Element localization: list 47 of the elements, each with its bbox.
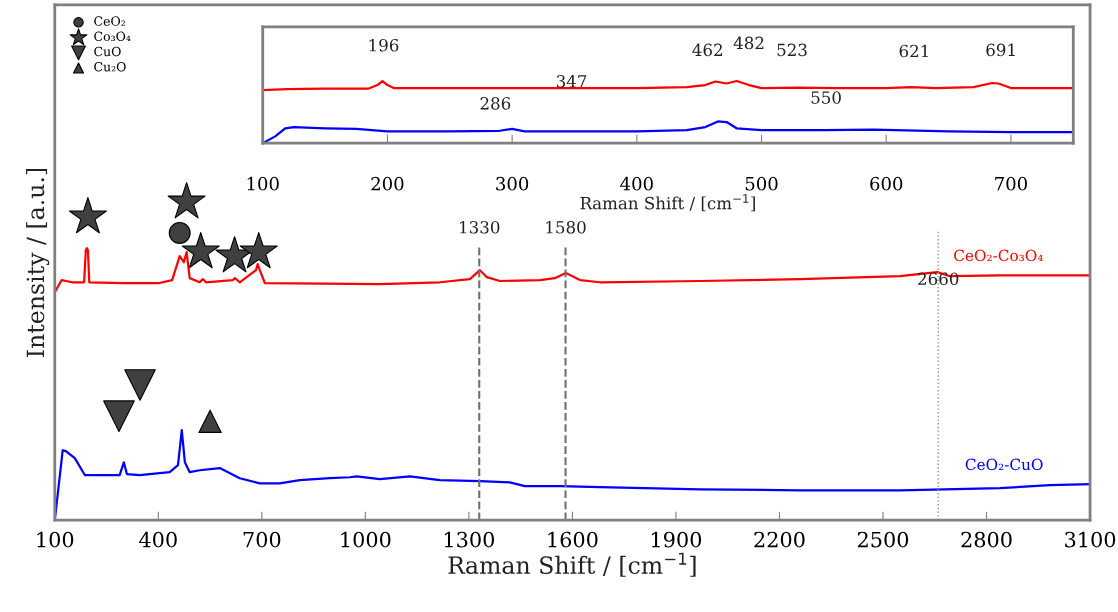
x-tick-label: 700 [243,531,281,548]
ref-line-label: 1330 [460,220,500,234]
x-tick-label: 300 [496,176,529,191]
x-tick-label: 200 [371,176,404,191]
x-tick-label: 1000 [341,531,391,548]
text: 691 [986,43,1015,57]
series-label: CeO₂-CuO [965,458,1043,471]
annotation: 286 [480,97,511,110]
point [103,400,135,433]
point [181,232,220,269]
x-tick-label: 1600 [548,531,598,548]
x-tick-label: 2800 [961,531,1012,548]
x-axis-title: Raman Shift / [cm$^{−1}$] [580,194,755,212]
text: 621 [899,44,928,58]
x-tick-label: 2500 [857,531,909,548]
point [68,197,107,234]
x-tick-label: 700 [995,176,1027,191]
point [124,369,156,401]
x-tick-label: 500 [745,176,778,191]
ref-line-label: 2660 [918,272,959,286]
x-tick-label: 100 [37,531,74,548]
text: 482 [733,36,764,50]
x-tick-label: 1300 [444,531,495,548]
x-tick-label: 3100 [1065,531,1116,548]
point [168,221,191,244]
annotation: 550 [811,91,841,104]
legend-label: CuO [94,46,121,57]
x-tick-label: 100 [247,176,279,191]
x-axis-title: Raman Shift / [cm$^{−1}$] [448,552,696,577]
y-axis-title: Intensity / [a.u.] [26,168,50,357]
legend-label: Cu₂O [94,62,126,72]
annotation: 347 [556,74,587,88]
legend-label: Co₃O₄ [94,31,131,42]
text: 196 [369,38,399,52]
series-label: CeO₂-Co₃O₄ [954,249,1043,262]
text: 462 [692,43,722,57]
x-tick-label: 400 [620,176,653,191]
legend-label: CeO₂ [94,16,125,26]
point [239,232,278,269]
x-tick-label: 400 [139,531,177,548]
x-tick-label: 600 [870,176,903,191]
x-tick-label: 2200 [754,531,805,548]
text: 523 [777,43,807,57]
point [198,409,222,433]
x-tick-label: 1900 [651,531,702,548]
ref-line-label: 1580 [546,220,586,234]
point [167,182,206,219]
